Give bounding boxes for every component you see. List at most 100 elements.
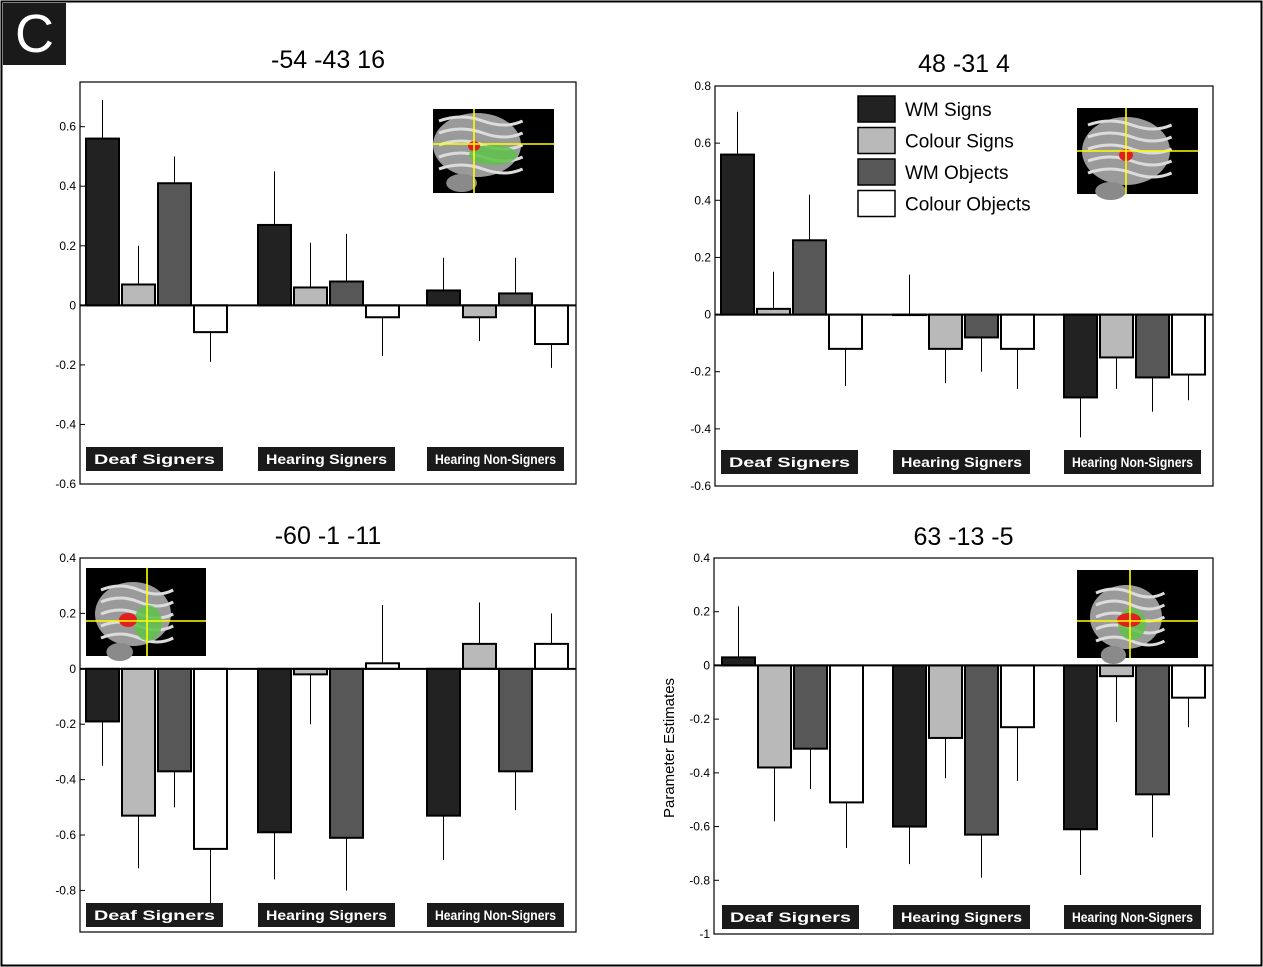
bar: [157, 182, 192, 307]
y-tick-label: -0.8: [689, 873, 710, 887]
bar: [964, 664, 999, 836]
legend-label: Colour Objects: [905, 195, 1031, 216]
brain-gyrus: [1087, 155, 1173, 167]
brain-inset-image: [86, 568, 206, 661]
legend-swatch: [857, 189, 896, 218]
y-tick-label: -0.6: [55, 828, 76, 842]
bar: [928, 664, 963, 739]
legend-label: WM Objects: [905, 163, 1008, 184]
cerebellum: [1095, 182, 1126, 200]
activation-cluster: [119, 613, 137, 627]
y-tick-label: -0.2: [55, 717, 76, 731]
brain-gyrus: [1095, 587, 1166, 599]
bar: [193, 667, 228, 850]
group-label: Hearing Signers: [901, 454, 1022, 470]
bar: [534, 304, 569, 346]
bar: [426, 667, 461, 817]
y-tick-label: 0.6: [694, 136, 711, 150]
bar: [257, 223, 292, 307]
group-label-band: [427, 903, 564, 927]
bar: [792, 239, 827, 316]
bar: [85, 137, 120, 307]
y-tick-label: -0.6: [689, 820, 710, 834]
bar: [1063, 313, 1098, 399]
cerebellum: [106, 643, 133, 661]
y-tick-label: 0.2: [59, 239, 76, 253]
brain-gyrus: [1087, 131, 1173, 143]
brain-gyrus: [1095, 599, 1166, 611]
bar: [1000, 664, 1035, 729]
chart-title: -54 -43 16: [271, 46, 385, 74]
y-tick-label: 0.2: [59, 606, 76, 620]
bar: [1099, 664, 1134, 678]
brain-inset-image: [1077, 108, 1198, 200]
brain-inset-image: [1077, 570, 1198, 664]
group-label: Hearing Signers: [266, 451, 387, 467]
bar: [498, 667, 533, 773]
y-tick-label: -0.2: [55, 358, 76, 372]
brain-gyrus: [1087, 119, 1173, 131]
chart-title: -60 -1 -11: [275, 522, 382, 550]
legend-swatch: [857, 158, 896, 186]
chart-panel-3: -60 -1 -11 -0.8 -0.6 -0.4 -0.2 0 0.2 0.4 Deaf Si…: [55, 522, 577, 933]
bar: [1135, 664, 1170, 796]
legend: WM Signs Colour Signs WM Objects Colour Obj…: [857, 95, 1031, 218]
y-tick-label: 0.2: [693, 605, 710, 619]
group-label: Deaf Signers: [94, 451, 215, 467]
bar: [329, 280, 364, 307]
bar: [829, 664, 864, 804]
legend-label: WM Signs: [905, 100, 992, 121]
group-label-band: [1064, 905, 1201, 929]
bar: [828, 313, 863, 350]
group-label: Deaf Signers: [730, 909, 851, 925]
cerebellum: [446, 174, 477, 192]
activation-cluster: [1117, 613, 1141, 627]
group-label-band: [722, 905, 859, 929]
y-tick-label: -0.4: [689, 766, 710, 780]
bar: [721, 656, 756, 667]
brain-inset-image: [433, 109, 554, 193]
y-tick-label: 0: [704, 308, 711, 322]
y-tick-label: 0: [703, 658, 710, 672]
panel-label: C: [15, 4, 54, 64]
bar: [928, 313, 963, 350]
brain-gyrus: [438, 115, 524, 127]
y-tick-label: 0.6: [59, 120, 76, 134]
group-label-band: [893, 905, 1030, 929]
bar: [793, 664, 828, 750]
y-tick-label: 0.4: [59, 179, 76, 193]
bar: [257, 667, 292, 834]
bar: [892, 664, 927, 828]
group-label: Deaf Signers: [729, 454, 850, 470]
y-tick-label: -0.6: [55, 477, 76, 491]
y-tick-label: 0: [69, 298, 76, 312]
legend-label: Colour Signs: [905, 132, 1014, 153]
panel-label-box: [3, 3, 66, 65]
bar: [720, 153, 755, 316]
y-tick-label: 0.4: [693, 551, 710, 565]
brain-gyrus: [100, 584, 174, 596]
chart-title: 63 -13 -5: [913, 523, 1013, 551]
bar: [426, 289, 461, 307]
group-label: Hearing Non-Signers: [1072, 909, 1193, 925]
brain-gyrus: [438, 127, 524, 139]
y-tick-label: -0.4: [55, 417, 76, 431]
chart-title: 48 -31 4: [918, 50, 1010, 78]
y-tick-label: -0.4: [690, 422, 711, 436]
group-label: Hearing Non-Signers: [1072, 454, 1193, 470]
y-tick-label: 0.2: [694, 250, 711, 264]
bar: [1135, 313, 1170, 379]
bar: [365, 304, 400, 319]
group-label: Hearing Signers: [901, 909, 1022, 925]
y-tick-label: 0.8: [694, 79, 711, 93]
group-label: Hearing Non-Signers: [435, 907, 556, 923]
group-label-band: [893, 450, 1030, 474]
legend-swatch: [857, 95, 896, 123]
chart-panel-1: -54 -43 16 -0.6 -0.4 -0.2 0 0.2 0.4 0.6 Deaf Sig…: [55, 46, 577, 491]
y-tick-label: -0.6: [690, 479, 711, 493]
group-label: Hearing Non-Signers: [435, 451, 556, 467]
bar: [534, 642, 569, 670]
bar: [757, 664, 792, 769]
bar: [1099, 313, 1134, 359]
